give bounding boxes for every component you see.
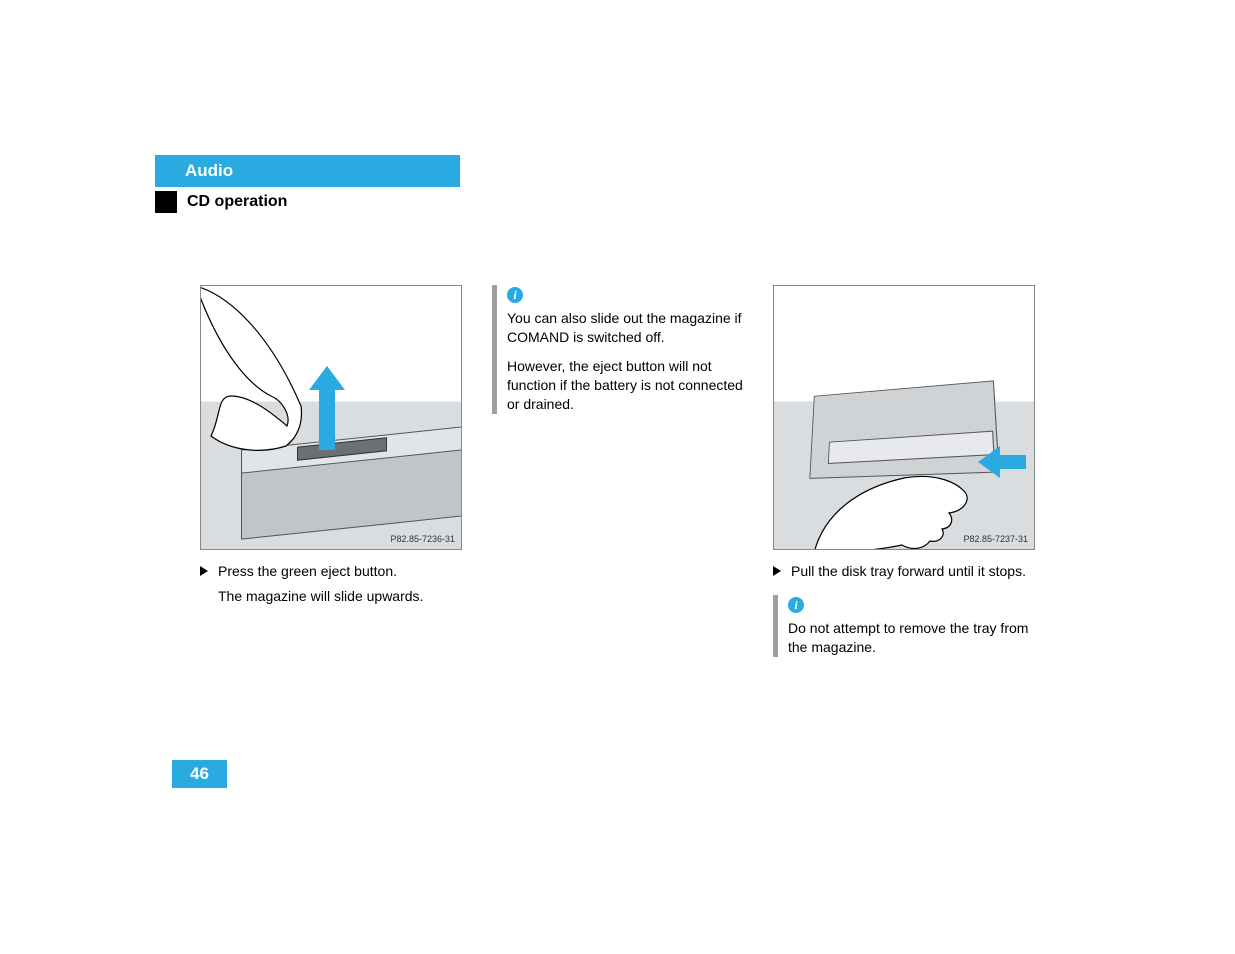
arrow-up-icon [319, 366, 345, 450]
manual-page: Audio CD operation P82.85-7236-31 [155, 155, 1035, 671]
info-paragraph: You can also slide out the magazine if C… [507, 309, 743, 347]
info-note: i Do not attempt to remove the tray from… [773, 595, 1035, 657]
info-icon: i [788, 597, 804, 613]
arrow-left-icon [978, 446, 1026, 478]
info-text: Do not attempt to remove the tray from t… [788, 619, 1035, 657]
column-3: P82.85-7237-31 Pull the disk tray forwar… [773, 285, 1035, 671]
column-1: P82.85-7236-31 Press the green eject but… [200, 285, 462, 671]
info-text: You can also slide out the magazine if C… [507, 309, 743, 413]
content-columns: P82.85-7236-31 Press the green eject but… [200, 285, 1035, 671]
figure-label: P82.85-7236-31 [390, 533, 455, 545]
instruction-step: Pull the disk tray forward until it stop… [773, 562, 1035, 581]
step-text: Pull the disk tray forward until it stop… [791, 562, 1026, 581]
step-result: The magazine will slide upwards. [218, 587, 462, 606]
info-note: i You can also slide out the magazine if… [492, 285, 743, 414]
instruction-step: Press the green eject button. [200, 562, 462, 581]
info-paragraph: However, the eject button will not funct… [507, 357, 743, 414]
column-2: i You can also slide out the magazine if… [492, 285, 743, 671]
step-bullet-icon [773, 566, 781, 576]
page-number: 46 [172, 760, 227, 788]
section-tab: Audio [155, 155, 460, 187]
step-text: Press the green eject button. [218, 562, 397, 581]
step-bullet-icon [200, 566, 208, 576]
subhead-text: CD operation [187, 193, 287, 211]
info-icon: i [507, 287, 523, 303]
info-paragraph: Do not attempt to remove the tray from t… [788, 619, 1035, 657]
subhead-marker [155, 191, 177, 213]
subhead-row: CD operation [155, 191, 1035, 213]
figure-label: P82.85-7237-31 [963, 533, 1028, 545]
figure-pull-tray: P82.85-7237-31 [773, 285, 1035, 550]
figure-eject-magazine: P82.85-7236-31 [200, 285, 462, 550]
